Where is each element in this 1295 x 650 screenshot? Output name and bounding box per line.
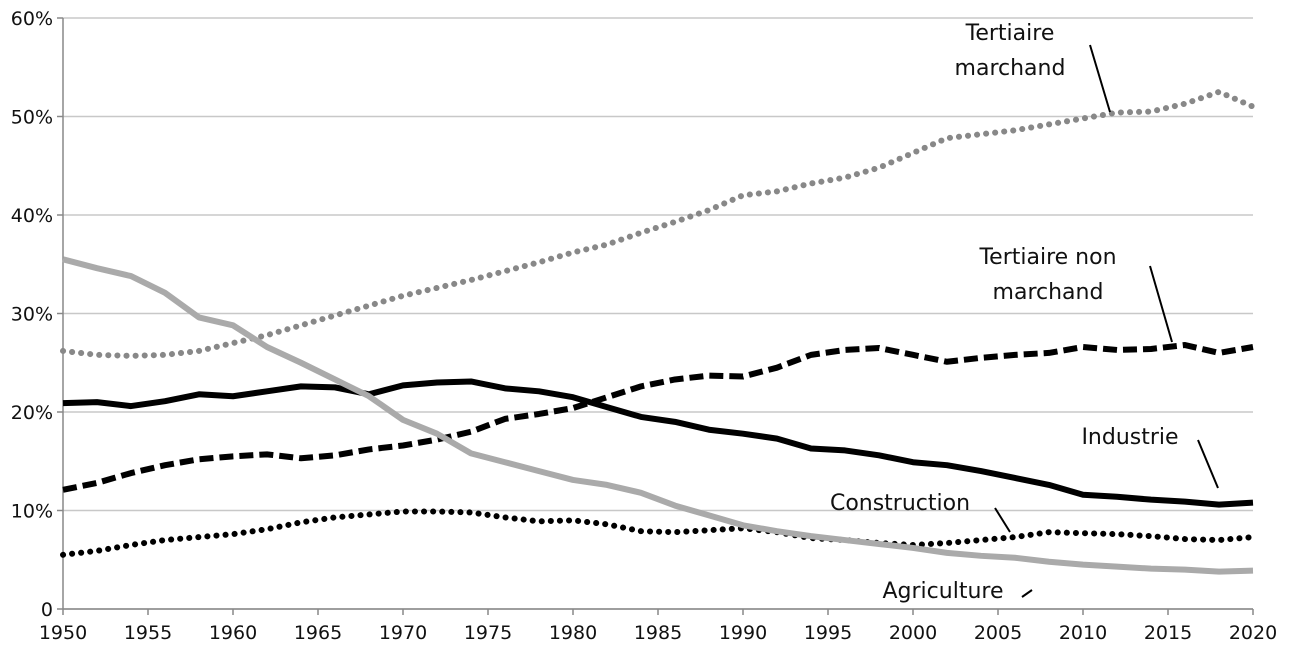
leader-line (1089, 44, 1111, 113)
x-tick-label: 2005 (974, 622, 1022, 644)
leader-line (1149, 265, 1173, 343)
y-tick-label: 50% (11, 107, 53, 129)
y-tick-label: 20% (11, 402, 53, 424)
x-tick-label: 1980 (549, 622, 597, 644)
x-tick-label: 1975 (464, 622, 512, 644)
y-tick-label: 10% (11, 501, 53, 523)
series-label: Tertiaire marchand (954, 21, 1066, 81)
series-line (62, 378, 1254, 508)
y-tick-label: 30% (11, 304, 53, 326)
series-line (60, 508, 1256, 558)
x-tick-label: 1990 (719, 622, 767, 644)
leader-line (1021, 589, 1033, 598)
x-tick-label: 1960 (209, 622, 257, 644)
x-tick-label: 2015 (1144, 622, 1192, 644)
x-tick-label: 2010 (1059, 622, 1107, 644)
x-tick-label: 1955 (124, 622, 172, 644)
x-tick-label: 1995 (804, 622, 852, 644)
series-line (62, 342, 1254, 493)
series-line (62, 256, 1254, 575)
y-tick-label: 0 (41, 599, 53, 621)
x-tick-label: 2000 (889, 622, 937, 644)
x-tick-label: 1965 (294, 622, 342, 644)
y-tick-label: 40% (11, 205, 53, 227)
series-line (60, 88, 1256, 359)
series-label: Tertiaire non marchand (979, 245, 1117, 305)
y-tick-label: 60% (11, 8, 53, 30)
x-tick-label: 2020 (1229, 622, 1277, 644)
x-tick-label: 1950 (39, 622, 87, 644)
leader-line (994, 507, 1011, 533)
series-label: Agriculture (882, 579, 1004, 604)
leader-line (1197, 439, 1219, 489)
x-tick-label: 1970 (379, 622, 427, 644)
x-tick-label: 1985 (634, 622, 682, 644)
series-label: Construction (829, 491, 971, 516)
series-label: Industrie (1081, 425, 1179, 450)
